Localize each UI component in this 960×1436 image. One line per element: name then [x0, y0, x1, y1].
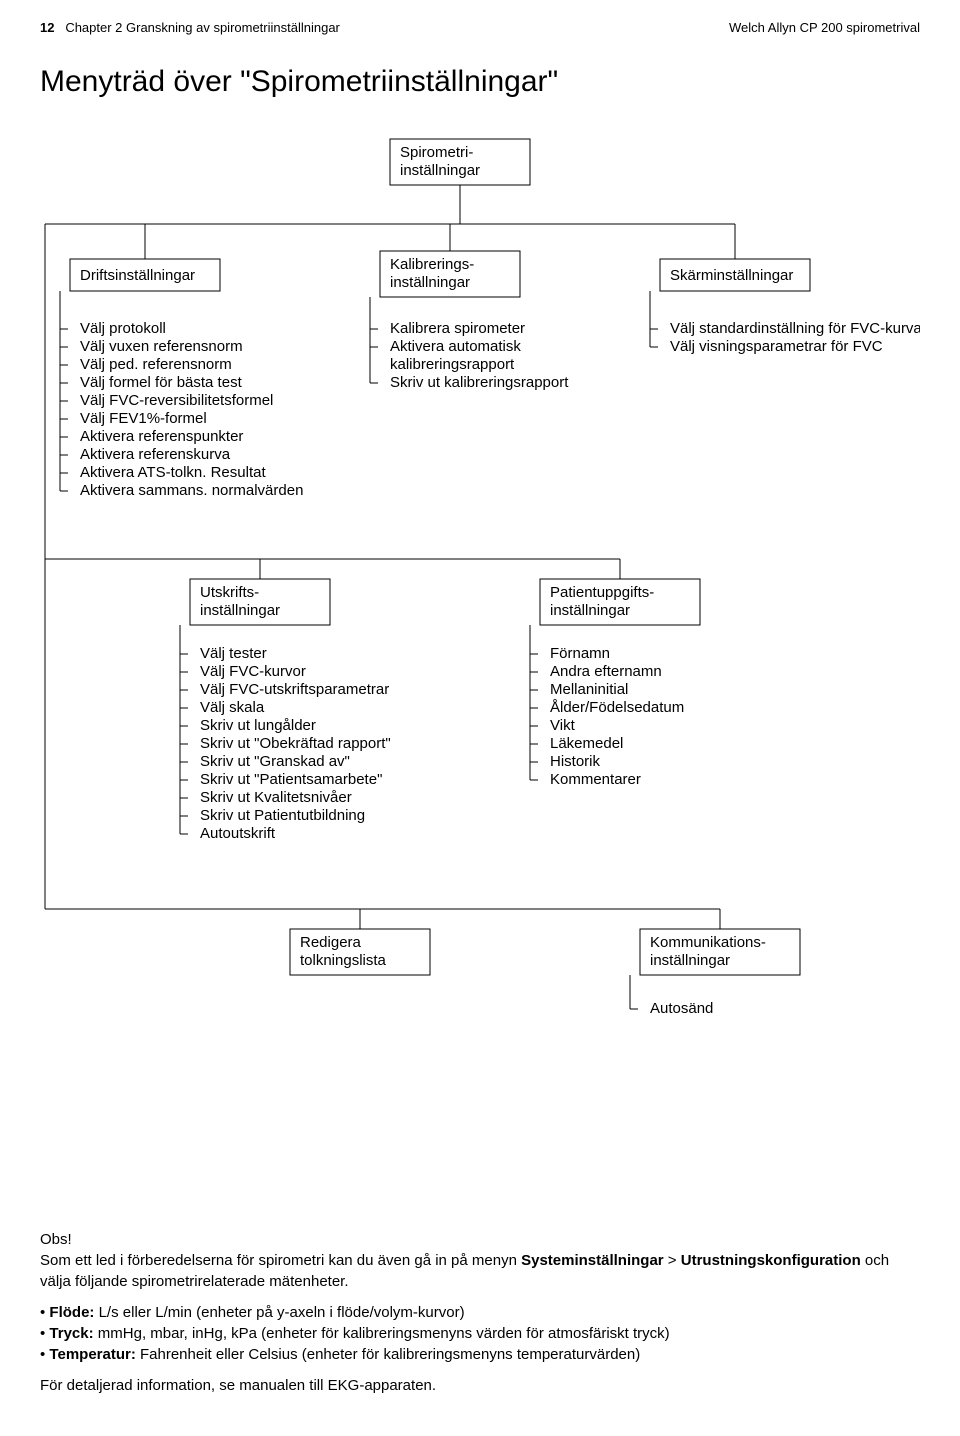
header-left: Chapter 2 Granskning av spirometriinstäl…: [65, 20, 340, 35]
list-item: Kommentarer: [550, 771, 641, 788]
list-item: Välj ped. referensnorm: [80, 356, 232, 373]
list-item: Skriv ut Patientutbildning: [200, 807, 365, 824]
list-item: Autoutskrift: [200, 825, 276, 842]
footer-notes: Obs! Som ett led i förberedelserna för s…: [40, 1229, 920, 1396]
list-item: Välj visningsparametrar för FVC: [670, 338, 883, 355]
list-item: Skriv ut Kvalitetsnivåer: [200, 789, 352, 806]
svg-text:Kommunikations-: Kommunikations-: [650, 934, 766, 951]
footer-bullet: Tryck: mmHg, mbar, inHg, kPa (enheter fö…: [40, 1323, 920, 1344]
list-item: Kalibrera spirometer: [390, 320, 525, 337]
list-item: Aktivera referenskurva: [80, 446, 231, 463]
list-item: Välj FVC-utskriftsparametrar: [200, 681, 389, 698]
svg-text:Spirometri-: Spirometri-: [400, 144, 473, 161]
list-item: kalibreringsrapport: [390, 356, 515, 373]
list-item: Välj FVC-reversibilitetsformel: [80, 392, 273, 409]
list-item: Aktivera ATS-tolkn. Resultat: [80, 464, 266, 481]
list-item: Aktivera referenspunkter: [80, 428, 243, 445]
svg-text:inställningar: inställningar: [400, 162, 480, 179]
list-item: Skriv ut "Granskad av": [200, 753, 350, 770]
list-item: Välj FEV1%-formel: [80, 410, 207, 427]
footer-final: För detaljerad information, se manualen …: [40, 1375, 920, 1396]
main-title: Menyträd över "Spirometriinställningar": [40, 65, 920, 99]
list-item: Skriv ut kalibreringsrapport: [390, 374, 569, 391]
svg-text:tolkningslista: tolkningslista: [300, 952, 387, 969]
list-item: Välj tester: [200, 645, 267, 662]
svg-text:inställningar: inställningar: [200, 602, 280, 619]
list-item: Autosänd: [650, 1000, 713, 1017]
footer-bullet: Temperatur: Fahrenheit eller Celsius (en…: [40, 1344, 920, 1365]
obs-label: Obs!: [40, 1229, 920, 1250]
list-item: Mellaninitial: [550, 681, 628, 698]
footer-bullet: Flöde: L/s eller L/min (enheter på y-axe…: [40, 1302, 920, 1323]
page-header: 12 Chapter 2 Granskning av spirometriins…: [40, 20, 920, 35]
list-item: Skriv ut "Patientsamarbete": [200, 771, 382, 788]
header-right: Welch Allyn CP 200 spirometrival: [729, 20, 920, 35]
list-item: Välj standardinställning för FVC-kurva: [670, 320, 920, 337]
svg-text:Kalibrerings-: Kalibrerings-: [390, 256, 474, 273]
list-item: Skriv ut lungålder: [200, 717, 316, 734]
list-item: Välj FVC-kurvor: [200, 663, 306, 680]
svg-text:Utskrifts-: Utskrifts-: [200, 584, 259, 601]
footer-bullets: Flöde: L/s eller L/min (enheter på y-axe…: [40, 1302, 920, 1365]
svg-text:Redigera: Redigera: [300, 934, 362, 951]
svg-text:Skärminställningar: Skärminställningar: [670, 267, 793, 284]
svg-text:Patientuppgifts-: Patientuppgifts-: [550, 584, 654, 601]
list-item: Välj vuxen referensnorm: [80, 338, 243, 355]
list-item: Förnamn: [550, 645, 610, 662]
svg-text:inställningar: inställningar: [390, 274, 470, 291]
list-item: Aktivera sammans. normalvärden: [80, 482, 303, 499]
list-item: Vikt: [550, 717, 576, 734]
footer-paragraph: Som ett led i förberedelserna för spirom…: [40, 1250, 920, 1292]
svg-text:inställningar: inställningar: [650, 952, 730, 969]
list-item: Aktivera automatisk: [390, 338, 521, 355]
list-item: Andra efternamn: [550, 663, 662, 680]
svg-text:Driftsinställningar: Driftsinställningar: [80, 267, 195, 284]
list-item: Ålder/Födelsedatum: [550, 699, 684, 716]
list-item: Välj protokoll: [80, 320, 166, 337]
list-item: Välj skala: [200, 699, 265, 716]
svg-text:inställningar: inställningar: [550, 602, 630, 619]
list-item: Skriv ut "Obekräftad rapport": [200, 735, 391, 752]
list-item: Historik: [550, 753, 601, 770]
list-item: Läkemedel: [550, 735, 623, 752]
list-item: Välj formel för bästa test: [80, 374, 243, 391]
page-number: 12: [40, 20, 54, 35]
menu-tree-diagram: Spirometri-inställningar Driftsinställnin…: [40, 129, 920, 1209]
